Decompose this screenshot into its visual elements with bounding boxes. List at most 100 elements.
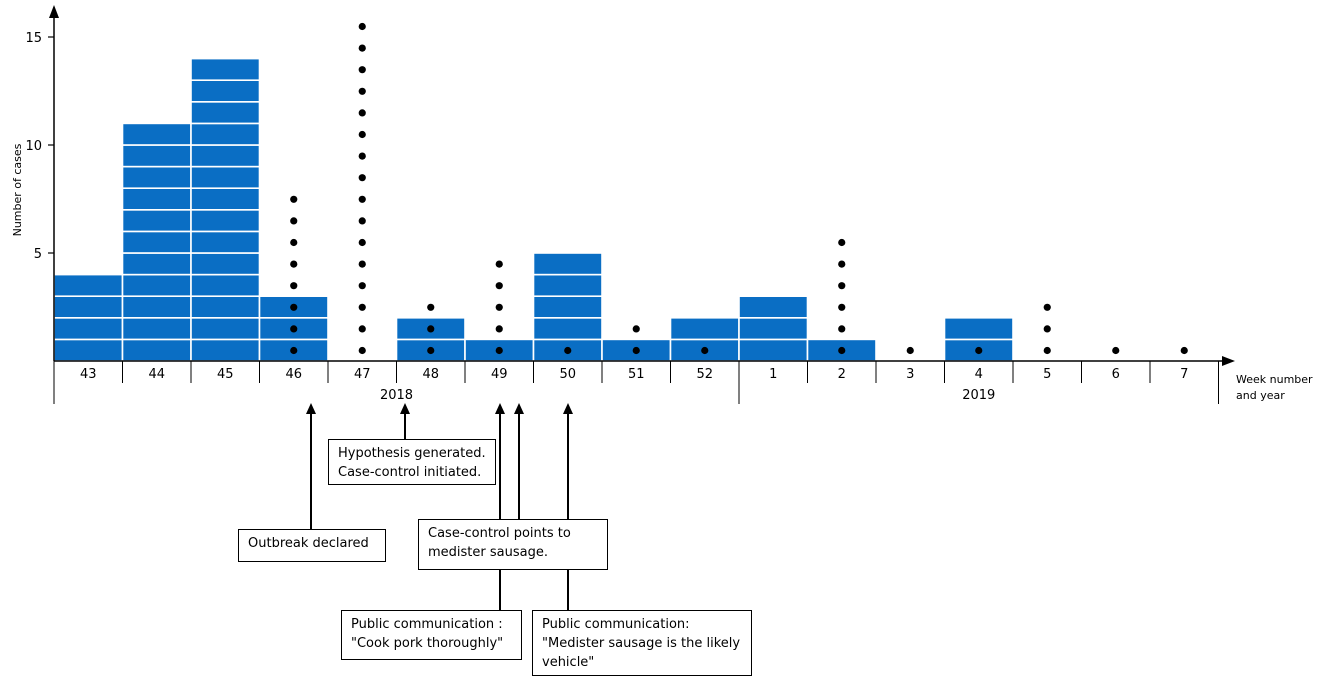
x-axis-label-line1: Week number [1236,373,1313,386]
bar-unit-week-50 [532,316,603,341]
dot-week-48 [427,303,435,311]
bar-unit-week-1 [738,338,809,362]
dot-week-47 [358,303,366,311]
dot-week-47 [358,174,366,182]
bar-unit-week-44 [121,273,192,298]
bar-unit-week-44 [121,187,192,211]
y-axis-label: Number of cases [11,143,24,236]
bar-unit-week-44 [121,338,192,362]
x-tick-label-week-3: 3 [906,367,914,382]
x-tick-label-week-7: 7 [1180,367,1188,382]
bar-unit-week-50 [532,252,603,276]
bar-unit-week-50 [532,295,603,319]
bar-unit-week-45 [190,338,261,362]
annotation-text-line: Case-control initiated. [338,465,482,480]
x-tick-label-week-46: 46 [285,367,302,382]
dot-week-46 [290,325,298,333]
annotation-public-communication-cook-pork: Public communication : "Cook pork thoroug… [341,610,522,660]
bar-unit-week-43 [53,316,124,341]
annotation-arrowhead-2 [495,403,505,414]
bar-unit-week-1 [738,316,809,341]
x-tick-label-week-48: 48 [422,367,439,382]
bar-unit-week-44 [121,316,192,341]
dot-week-47 [358,282,366,290]
dot-week-46 [290,346,298,355]
bar-unit-week-45 [190,295,261,319]
dot-week-6 [1112,346,1120,355]
x-tick-label-week-43: 43 [80,367,97,382]
dot-week-51 [632,346,640,355]
y-axis-arrowhead [49,5,59,18]
x-tick-label-week-44: 44 [148,367,165,382]
dot-week-49 [495,325,503,333]
dot-week-47 [358,87,366,95]
bar-unit-week-45 [190,187,261,211]
dot-week-7 [1180,346,1188,355]
dot-week-52 [701,346,709,355]
dot-week-4 [975,346,983,355]
annotation-arrowhead-3 [514,403,524,414]
annotation-arrowhead-0 [306,403,316,414]
x-tick-label-week-51: 51 [628,367,645,382]
dot-week-47 [358,325,366,333]
dot-week-47 [358,260,366,268]
x-tick-label-week-6: 6 [1112,367,1120,382]
dot-week-5 [1043,303,1051,311]
bar-unit-week-44 [121,295,192,319]
dot-week-46 [290,260,298,268]
dot-week-48 [427,325,435,333]
x-tick-label-week-52: 52 [696,367,713,382]
annotation-outbreak-declared: Outbreak declared [238,529,386,562]
annotation-public-communication-medister: Public communication: "Medister sausage i… [532,610,752,676]
dot-week-47 [358,66,366,74]
dot-week-47 [358,109,366,117]
x-tick-label-week-50: 50 [559,367,576,382]
bar-unit-week-44 [121,144,192,168]
annotation-text-line: Public communication: [542,617,690,632]
dot-week-49 [495,346,503,355]
dot-week-47 [358,130,366,139]
dot-week-48 [427,346,435,355]
year-label-2018: 2018 [380,388,413,403]
year-label-2019: 2019 [962,388,995,403]
dot-week-49 [495,282,503,290]
x-axis-label-line2: and year [1236,389,1285,402]
bar-unit-week-44 [121,122,192,146]
dot-week-46 [290,217,298,225]
x-tick-label-week-5: 5 [1043,367,1051,382]
x-tick-label-week-47: 47 [354,367,371,382]
bar-unit-week-44 [121,209,192,233]
bar-unit-week-45 [190,230,261,254]
dot-week-2 [838,303,846,311]
bar-unit-week-1 [738,295,809,319]
bar-unit-week-50 [532,273,603,298]
dot-week-46 [290,195,298,203]
dot-week-2 [838,238,846,247]
annotation-arrows [306,403,573,610]
bar-unit-week-45 [190,273,261,298]
y-tick-label-10: 10 [25,139,42,154]
bar-unit-week-45 [190,209,261,233]
bar-unit-week-45 [190,165,261,190]
annotation-arrowhead-4 [563,403,573,414]
annotation-text-line: Public communication : [351,617,503,632]
annotation-text-line: "Cook pork thoroughly" [351,636,504,651]
dots-layer [290,22,1188,355]
annotation-text-line: medister sausage. [428,545,548,560]
annotation-text-line: "Medister sausage is the likely [542,636,741,651]
y-tick-label-5: 5 [34,247,42,262]
dot-week-2 [838,282,846,290]
x-axis-arrowhead [1222,356,1235,366]
bar-unit-week-44 [121,165,192,190]
dot-week-49 [495,303,503,311]
bar-unit-week-4 [943,316,1014,341]
dot-week-51 [632,325,640,333]
dot-week-2 [838,346,846,355]
bar-unit-week-45 [190,101,261,125]
bar-unit-week-45 [190,79,261,103]
x-tick-label-week-4: 4 [975,367,983,382]
dot-week-5 [1043,325,1051,333]
bar-unit-week-43 [53,338,124,362]
dot-week-47 [358,346,366,355]
